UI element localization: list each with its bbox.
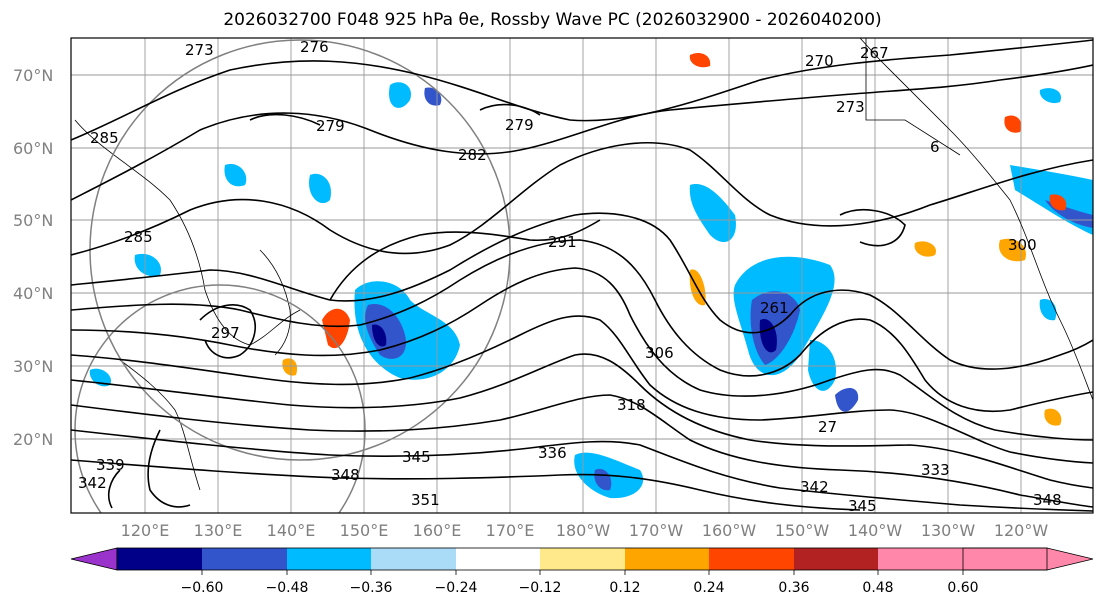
colorbar-extend-left [70,547,118,571]
lon-label: 130°W [921,521,976,540]
colorbar-tick-label: −0.60 [181,580,224,596]
contour-label: 279 [505,116,534,134]
contour-label: 273 [185,41,214,59]
colorbar-segment [878,548,963,570]
contour-label: 6 [930,138,940,156]
anomaly-shading [89,53,1093,499]
colorbar-segment [794,548,878,570]
lat-label: 70°N [13,66,53,85]
contour-label: 279 [316,117,345,135]
colorbar-tick-label: −0.24 [435,580,478,596]
lon-label: 120°W [994,521,1049,540]
lat-label: 60°N [13,139,53,158]
contour-label: 282 [458,146,487,164]
contour-label: 336 [538,444,567,462]
colorbar-segment [709,548,794,570]
lat-label: 30°N [13,357,53,376]
lon-label: 140°E [267,521,316,540]
colorbar: −0.60 −0.48 −0.36 −0.24 −0.12 0.12 0.24 … [70,547,1094,596]
colorbar-extend-right [962,547,1094,571]
contour-label: 348 [1033,491,1062,509]
contour-label: 345 [402,448,431,466]
lon-label: 180°W [556,521,611,540]
map-frame [70,37,1094,514]
contour-label: 27 [818,418,837,436]
lon-label: 160°W [702,521,757,540]
map-title: 2026032700 F048 925 hPa θe, Rossby Wave … [223,10,882,30]
contour-label: 339 [96,456,125,474]
lat-label: 50°N [13,211,53,230]
contour-label: 342 [800,478,829,496]
lon-label: 150°W [775,521,830,540]
lon-label: 130°E [194,521,243,540]
latitude-labels: 70°N 60°N 50°N 40°N 30°N 20°N [13,66,53,449]
lon-label: 140°W [848,521,903,540]
colorbar-segment [287,548,371,570]
contour-label: 342 [78,474,107,492]
contour-label: 273 [836,98,865,116]
contour-label: 333 [921,461,950,479]
coastlines [74,38,1093,491]
contour-label: 300 [1008,236,1037,254]
contour-label: 351 [411,491,440,509]
contour-label: 270 [805,52,834,70]
contour-label: 297 [211,324,240,342]
lat-label: 20°N [13,430,53,449]
longitude-labels: 120°E 130°E 140°E 150°E 160°E 170°E 180°… [121,521,1049,540]
lon-label: 170°W [629,521,684,540]
contour-label: 306 [645,344,674,362]
theta-e-contours [71,39,1093,512]
lon-label: 170°E [486,521,535,540]
contour-label: 276 [300,38,329,56]
contour-label: 261 [760,299,789,317]
contour-label: 291 [548,233,577,251]
colorbar-tick-label: 0.48 [862,580,893,596]
colorbar-tick-label: −0.36 [350,580,393,596]
contour-labels: 276 273 279 285 282 279 270 267 273 291 … [78,38,1062,515]
colorbar-tick-label: 0.36 [778,580,809,596]
contour-label: 267 [860,44,889,62]
lat-label: 40°N [13,284,53,303]
colorbar-segment [456,548,540,570]
lon-label: 150°E [340,521,389,540]
contour-label: 345 [848,497,877,515]
contour-label: 285 [124,228,153,246]
contour-label: 348 [331,466,360,484]
colorbar-tick-label: 0.24 [693,580,724,596]
lon-label: 120°E [121,521,170,540]
colorbar-segment [202,548,287,570]
colorbar-tick-label: −0.12 [519,580,562,596]
colorbar-tick-label: 0.60 [947,580,978,596]
colorbar-tick-label: 0.12 [609,580,640,596]
lon-label: 160°E [413,521,462,540]
colorbar-segment [625,548,709,570]
colorbar-segment [371,548,456,570]
colorbar-segment [540,548,625,570]
contour-label: 285 [90,129,119,147]
contour-label: 318 [617,396,646,414]
graticule [71,38,1093,513]
colorbar-segment [117,548,202,570]
colorbar-tick-label: −0.48 [266,580,309,596]
